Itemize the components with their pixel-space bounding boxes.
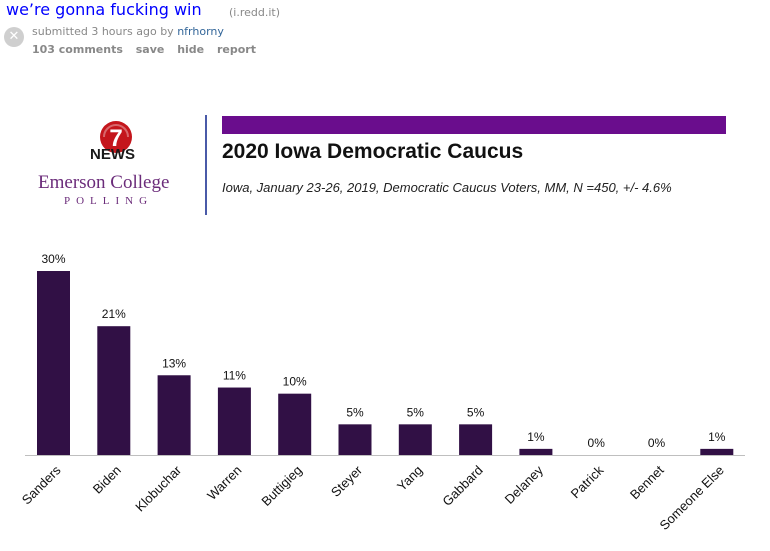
bar-gabbard	[459, 424, 493, 455]
chart-subtitle: Iowa, January 23-26, 2019, Democratic Ca…	[222, 180, 672, 195]
save-button[interactable]: save	[135, 43, 165, 56]
polling-label: POLLING	[64, 195, 154, 207]
hide-button[interactable]: hide	[177, 43, 205, 56]
data-label-klobuchar: 13%	[162, 356, 186, 370]
bar-delaney	[519, 448, 553, 455]
data-label-warren: 11%	[223, 369, 246, 383]
data-label-bennet: 0%	[648, 436, 666, 450]
category-label-gabbard: Gabbard	[439, 463, 485, 509]
category-label-steyer: Steyer	[328, 462, 366, 500]
data-label-delaney: 1%	[527, 430, 545, 444]
bar-steyer	[338, 424, 372, 455]
data-label-patrick: 0%	[588, 436, 606, 450]
bar-yang	[398, 424, 432, 455]
accent-bar	[222, 116, 726, 134]
report-button[interactable]: report	[216, 43, 256, 56]
news-logo-text: NEWS	[90, 146, 135, 163]
category-label-bennet: Bennet	[627, 462, 667, 502]
category-label-patrick: Patrick	[568, 462, 607, 501]
header-divider	[205, 115, 207, 215]
data-label-gabbard: 5%	[467, 405, 485, 419]
data-label-someone-else: 1%	[708, 430, 726, 444]
category-label-biden: Biden	[90, 463, 124, 497]
category-label-someone-else: Someone Else	[657, 463, 727, 533]
bar-someone-else	[700, 448, 734, 455]
data-label-yang: 5%	[407, 405, 425, 419]
post-domain[interactable]: (i.redd.it)	[229, 6, 281, 19]
category-label-delaney: Delaney	[502, 462, 547, 507]
data-label-buttigieg: 10%	[283, 375, 307, 389]
bar-sanders	[37, 271, 70, 455]
bar-warren	[217, 387, 251, 455]
poll-image[interactable]: 7 NEWS Emerson College POLLING 2020 Iowa…	[0, 95, 770, 551]
category-label-warren: Warren	[204, 463, 244, 503]
college-name: Emerson College	[38, 172, 170, 193]
bar-buttigieg	[278, 393, 312, 455]
data-label-steyer: 5%	[346, 405, 364, 419]
post-tagline: submitted 3 hours ago by nfrhorny	[32, 25, 224, 38]
category-label-yang: Yang	[394, 463, 425, 494]
news-logo-number: 7	[109, 125, 122, 152]
author-link[interactable]: nfrhorny	[177, 25, 224, 38]
close-x-icon[interactable]: ✕	[4, 27, 24, 47]
category-label-sanders: Sanders	[19, 462, 64, 507]
data-label-biden: 21%	[102, 307, 126, 321]
tagline-prefix: submitted 3 hours ago by	[32, 25, 174, 38]
post-buttons: 103 comments save hide report	[32, 43, 265, 56]
category-label-buttigieg: Buttigieg	[258, 463, 304, 509]
bar-chart: 30% Sanders 21% Biden 13% Klobuchar 11% Warren 1…	[19, 252, 745, 533]
comments-button[interactable]: 103 comments	[32, 43, 123, 56]
chart-title: 2020 Iowa Democratic Caucus	[222, 140, 524, 163]
data-label-sanders: 30%	[41, 252, 65, 266]
post-title-link[interactable]: we’re gonna fucking win	[6, 0, 202, 19]
bar-biden	[97, 326, 131, 455]
channel-7-logo-icon: 7	[100, 121, 132, 153]
category-label-klobuchar: Klobuchar	[132, 462, 184, 514]
bar-klobuchar	[157, 375, 191, 455]
